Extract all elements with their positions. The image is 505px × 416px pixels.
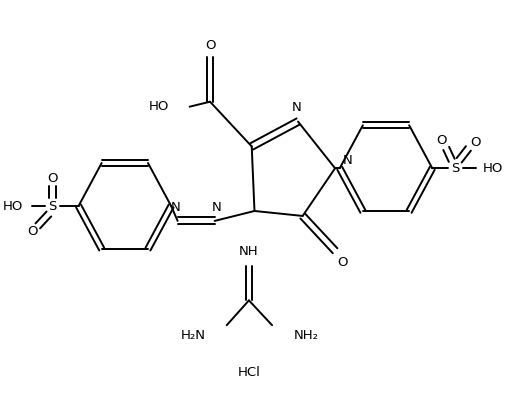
Text: HCl: HCl (237, 366, 261, 379)
Text: NH₂: NH₂ (293, 329, 318, 342)
Text: S: S (451, 162, 460, 175)
Text: N: N (171, 201, 181, 213)
Text: O: O (436, 134, 447, 147)
Text: HO: HO (3, 200, 23, 213)
Text: N: N (212, 201, 221, 213)
Text: N: N (291, 101, 301, 114)
Text: O: O (47, 172, 58, 185)
Text: HO: HO (483, 162, 503, 175)
Text: O: O (205, 39, 215, 52)
Text: N: N (343, 154, 353, 167)
Text: NH: NH (239, 245, 259, 258)
Text: H₂N: H₂N (180, 329, 206, 342)
Text: O: O (471, 136, 481, 149)
Text: S: S (48, 200, 57, 213)
Text: O: O (337, 256, 348, 269)
Text: HO: HO (149, 100, 169, 113)
Text: O: O (27, 225, 37, 238)
